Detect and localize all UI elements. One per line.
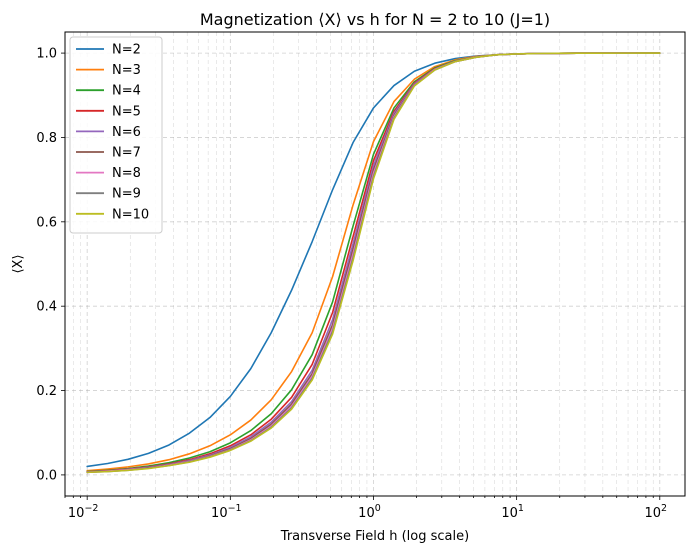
x-tick-label: 10−1: [211, 503, 242, 521]
y-axis-label: ⟨X⟩: [11, 254, 26, 273]
legend-items: N=2 N=3 N=4 N=5 N=6 N=7 N=8 N=9 N=10: [76, 43, 149, 222]
x-tick-label: 101: [501, 503, 524, 521]
series-lines: [86, 52, 661, 474]
legend-label: N=6: [112, 125, 141, 140]
chart-title: Magnetization ⟨X⟩ vs h for N = 2 to 10 (…: [200, 10, 550, 29]
legend-label: N=9: [112, 187, 141, 202]
x-axis-label: Transverse Field h (log scale): [280, 529, 469, 544]
x-tick-label: 10−2: [68, 503, 99, 521]
x-tick-label: 100: [358, 503, 381, 521]
y-tick-label: 0.4: [36, 300, 57, 315]
y-tick-label: 0.0: [36, 468, 57, 483]
legend-label: N=2: [112, 43, 141, 58]
legend-label: N=8: [112, 166, 141, 181]
series-line-n-10: [86, 52, 661, 474]
plot-frame: [64, 31, 686, 497]
legend-label: N=5: [112, 104, 141, 119]
x-tick-label: 102: [644, 503, 667, 521]
legend-label: N=3: [112, 63, 141, 78]
legend-label: N=4: [112, 84, 141, 99]
y-tick-label: 0.2: [36, 384, 57, 399]
legend-box: [69, 36, 163, 234]
legend: N=2 N=3 N=4 N=5 N=6 N=7 N=8 N=9 N=10: [69, 36, 163, 234]
y-tick-label: 1.0: [36, 47, 57, 62]
y-tick-label: 0.6: [36, 215, 57, 230]
axis-ticks: 0.0 0.2 0.4 0.6 0.8 1.0 10−2 10−1 100 101 102: [36, 47, 667, 521]
y-tick-label: 0.8: [36, 131, 57, 146]
legend-label: N=10: [112, 207, 149, 222]
legend-label: N=7: [112, 146, 141, 161]
